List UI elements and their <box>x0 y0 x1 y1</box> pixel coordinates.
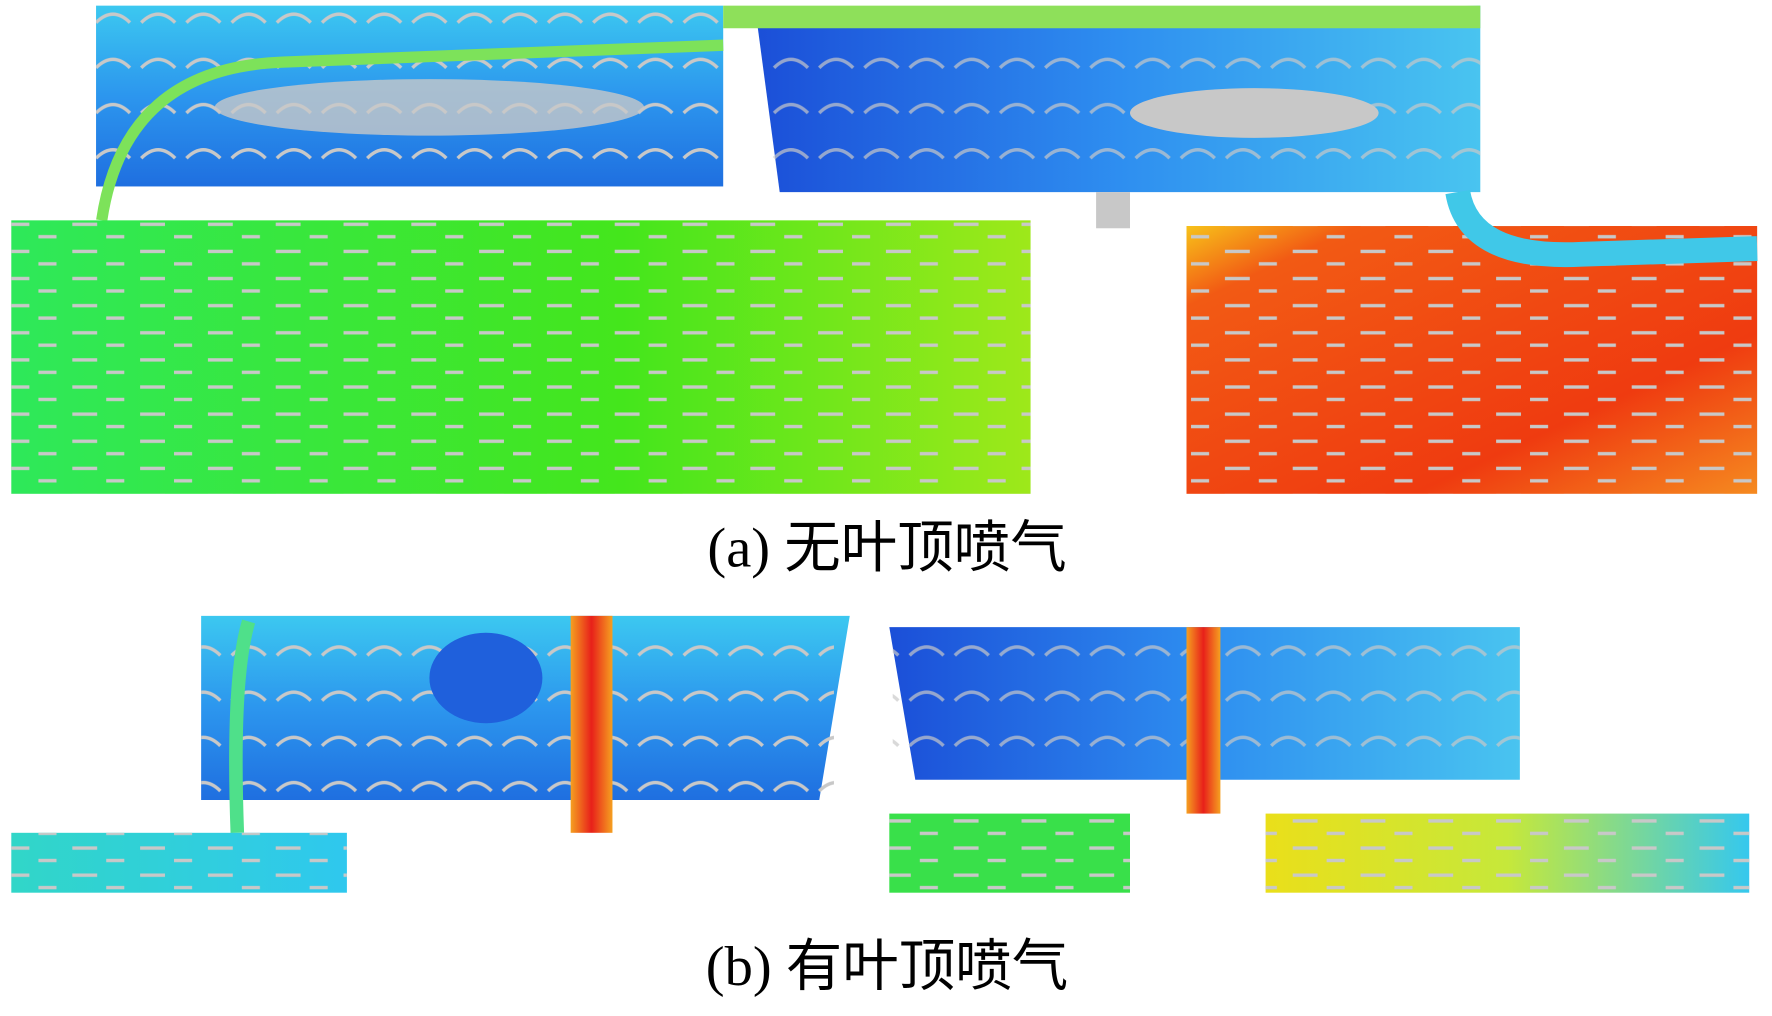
vortex <box>214 79 645 136</box>
cfd-panels: (a) 无叶顶喷气 (b) 有叶顶喷气 <box>11 5 1758 998</box>
streamlines <box>11 220 1031 494</box>
slot <box>1096 192 1130 229</box>
caption: (a) 无叶顶喷气 <box>707 518 1066 580</box>
streamlines <box>889 813 1130 893</box>
streamlines <box>768 11 1481 193</box>
caption: (b) 有叶顶喷气 <box>706 936 1069 998</box>
jet-stream <box>723 5 1481 29</box>
jet-stream <box>229 619 256 834</box>
jet-stream <box>96 39 724 222</box>
streamlines <box>1265 813 1750 893</box>
streamlines <box>1186 226 1758 494</box>
vortex <box>1130 88 1379 138</box>
jet-slot <box>570 615 613 833</box>
jet-stream <box>1445 189 1758 268</box>
jet-slot <box>1186 627 1221 814</box>
vortex <box>429 632 543 724</box>
streamlines <box>11 832 347 893</box>
